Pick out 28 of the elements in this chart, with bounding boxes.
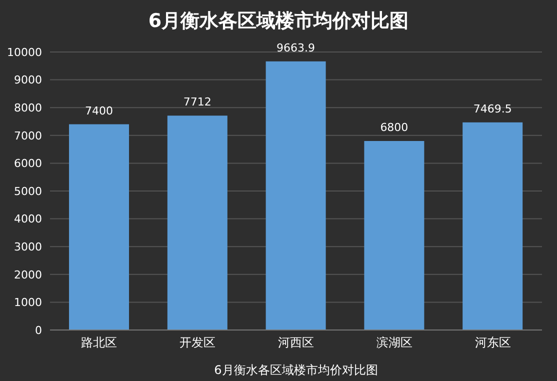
y-tick-label: 9000: [14, 74, 42, 87]
y-tick-label: 0: [35, 324, 42, 337]
chart-title: 6月衡水各区域楼市均价对比图: [147, 9, 410, 34]
y-tick-label: 1000: [14, 296, 42, 310]
bar: [364, 140, 424, 330]
y-tick-label: 6000: [14, 157, 42, 170]
x-tick-label: 滨湖区: [376, 336, 412, 350]
y-tick-label: 5000: [14, 184, 42, 198]
bar: [462, 122, 523, 330]
bar: [69, 124, 129, 330]
y-tick-label: 10000: [7, 46, 42, 59]
data-label: 9663.9: [276, 41, 316, 54]
data-label: 7712: [183, 96, 212, 109]
y-tick-label: 2000: [14, 268, 42, 282]
x-tick-label: 河东区: [474, 336, 511, 350]
y-tick-label: 3000: [14, 240, 42, 254]
bar: [167, 116, 228, 330]
y-tick-label: 4000: [14, 212, 42, 226]
y-tick-label: 8000: [14, 102, 42, 115]
x-tick-label: 河西区: [278, 336, 314, 350]
data-label: 6800: [380, 120, 408, 134]
x-tick-label: 路北区: [81, 336, 118, 350]
bar: [266, 61, 326, 330]
x-tick-label: 开发区: [180, 336, 216, 350]
data-label: 7469.5: [473, 102, 512, 116]
data-label: 7400: [85, 104, 113, 118]
y-tick-label: 7000: [14, 129, 42, 142]
x-axis-title: 6月衡水各区域楼市均价对比图: [214, 363, 378, 377]
